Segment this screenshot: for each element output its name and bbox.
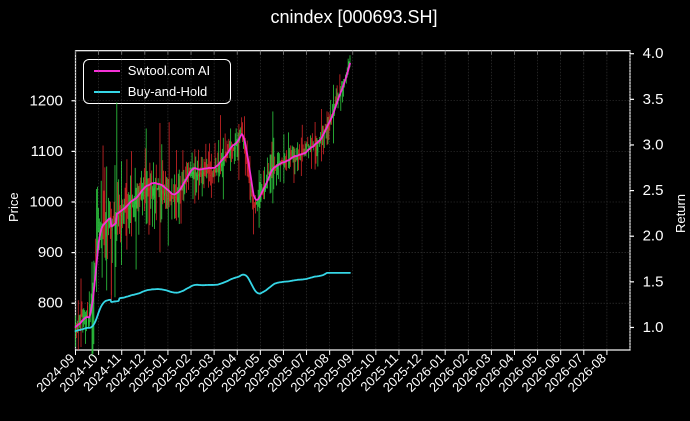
svg-text:900: 900	[38, 244, 63, 261]
svg-text:3.0: 3.0	[643, 136, 664, 153]
svg-text:1000: 1000	[30, 194, 63, 211]
svg-text:800: 800	[38, 295, 63, 312]
svg-text:1.0: 1.0	[643, 319, 664, 336]
svg-text:2.5: 2.5	[643, 182, 664, 199]
svg-text:1100: 1100	[31, 143, 63, 160]
svg-text:2.0: 2.0	[643, 228, 664, 245]
svg-text:3.5: 3.5	[643, 91, 664, 108]
svg-text:1.5: 1.5	[643, 273, 664, 290]
svg-text:1200: 1200	[30, 92, 63, 109]
svg-text:4.0: 4.0	[643, 45, 664, 62]
